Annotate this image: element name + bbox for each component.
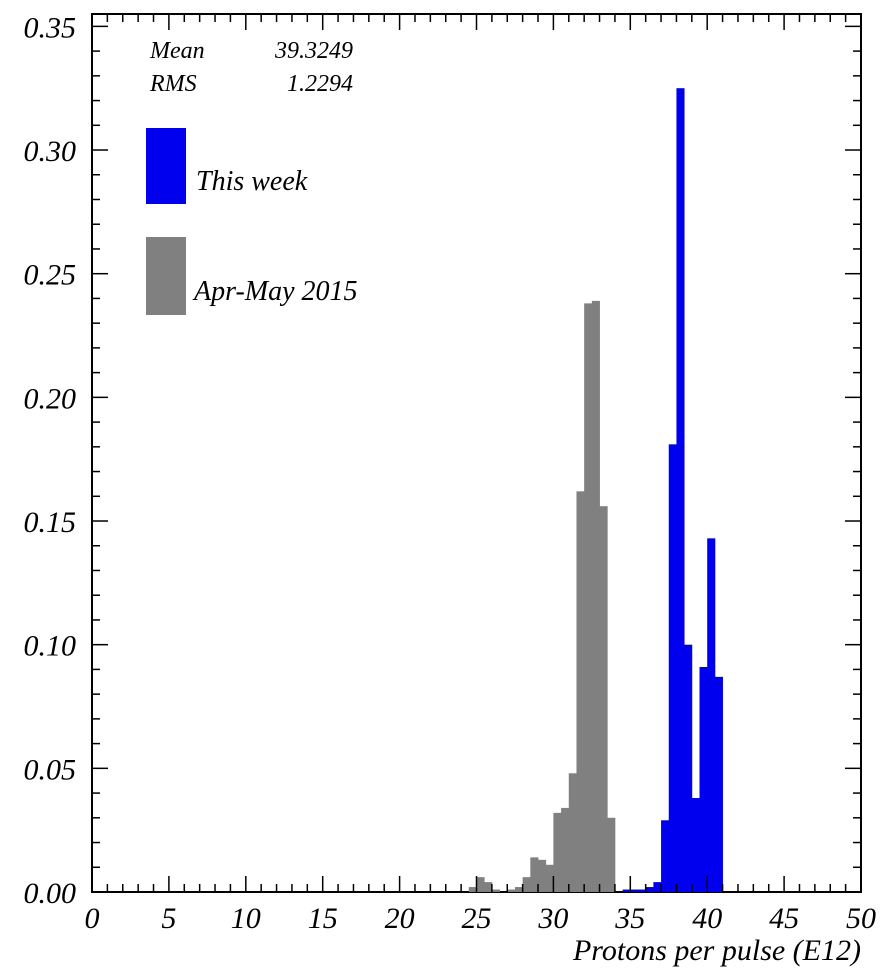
- y-tick-label: 0.05: [24, 753, 77, 786]
- histogram-bar: [507, 889, 516, 892]
- x-tick-label: 5: [161, 902, 176, 935]
- histogram-bar: [522, 877, 531, 892]
- x-tick-label: 0: [85, 902, 100, 935]
- x-tick-label: 10: [231, 902, 261, 935]
- x-tick-label: 30: [537, 902, 568, 935]
- x-tick-label: 35: [614, 902, 645, 935]
- bars-layer: [468, 88, 723, 892]
- histogram-bar: [553, 812, 562, 892]
- histogram-bar: [707, 538, 716, 892]
- histogram-bar: [491, 889, 500, 892]
- histogram-bar: [714, 676, 723, 892]
- stats-rms-label: RMS: [149, 71, 197, 97]
- histogram-bar: [653, 882, 662, 892]
- histogram-bar: [591, 300, 600, 892]
- histogram-bar: [561, 807, 570, 892]
- histogram-bar: [637, 889, 647, 892]
- tick-labels-layer: 0 5 10 15 20 25 30 35 40 45 50 0.00 0.05 0.10 0.15 0.20…: [24, 11, 877, 935]
- histogram-bar: [622, 889, 631, 892]
- x-axis-title: Protons per pulse (E12): [572, 934, 861, 967]
- stats-mean-label: Mean: [149, 38, 205, 64]
- histogram-bar: [599, 506, 608, 892]
- histogram-bar: [484, 882, 493, 892]
- ticks-layer: [91, 14, 862, 893]
- histogram-bar: [530, 857, 539, 892]
- histogram-bar: [699, 666, 708, 892]
- histogram-bar: [514, 887, 524, 892]
- y-tick-label: 0.10: [24, 630, 77, 663]
- x-tick-label: 40: [692, 902, 722, 935]
- y-tick-label: 0.35: [24, 11, 77, 44]
- y-tick-label: 0.20: [24, 382, 77, 415]
- histogram-bar: [468, 887, 477, 892]
- legend-swatch-apr-may-2015: [146, 237, 186, 315]
- legend-swatch-this-week: [146, 128, 186, 204]
- histogram-bar: [684, 644, 693, 892]
- y-tick-label: 0.30: [24, 135, 77, 168]
- histogram-bar: [607, 817, 616, 892]
- plot-frame: [91, 13, 862, 893]
- histogram-bar: [668, 444, 677, 892]
- histogram-bar: [691, 798, 700, 892]
- histogram-bar: [630, 889, 639, 892]
- legend-label-this-week: This week: [196, 166, 308, 197]
- histogram-bar: [645, 887, 654, 892]
- histogram-bar: [576, 491, 585, 892]
- y-tick-label: 0.00: [24, 877, 77, 910]
- x-tick-label: 45: [769, 902, 799, 935]
- x-tick-label: 20: [385, 902, 415, 935]
- histogram-bar: [538, 859, 547, 892]
- histogram-bar: [661, 820, 670, 892]
- y-tick-label: 0.15: [24, 506, 77, 539]
- histogram-bar: [545, 864, 554, 892]
- histogram-bar: [584, 303, 593, 892]
- histogram-bar: [568, 773, 577, 892]
- x-tick-label: 25: [462, 902, 492, 935]
- x-tick-label: 15: [308, 902, 338, 935]
- stats-rms-value: 1.2294: [287, 71, 353, 97]
- histogram-bar: [476, 877, 485, 892]
- y-tick-label: 0.25: [24, 259, 77, 292]
- histogram-bar: [676, 88, 685, 892]
- x-tick-label: 50: [846, 902, 876, 935]
- legend-label-apr-may-2015: Apr-May 2015: [192, 276, 358, 307]
- stats-mean-value: 39.3249: [274, 38, 353, 64]
